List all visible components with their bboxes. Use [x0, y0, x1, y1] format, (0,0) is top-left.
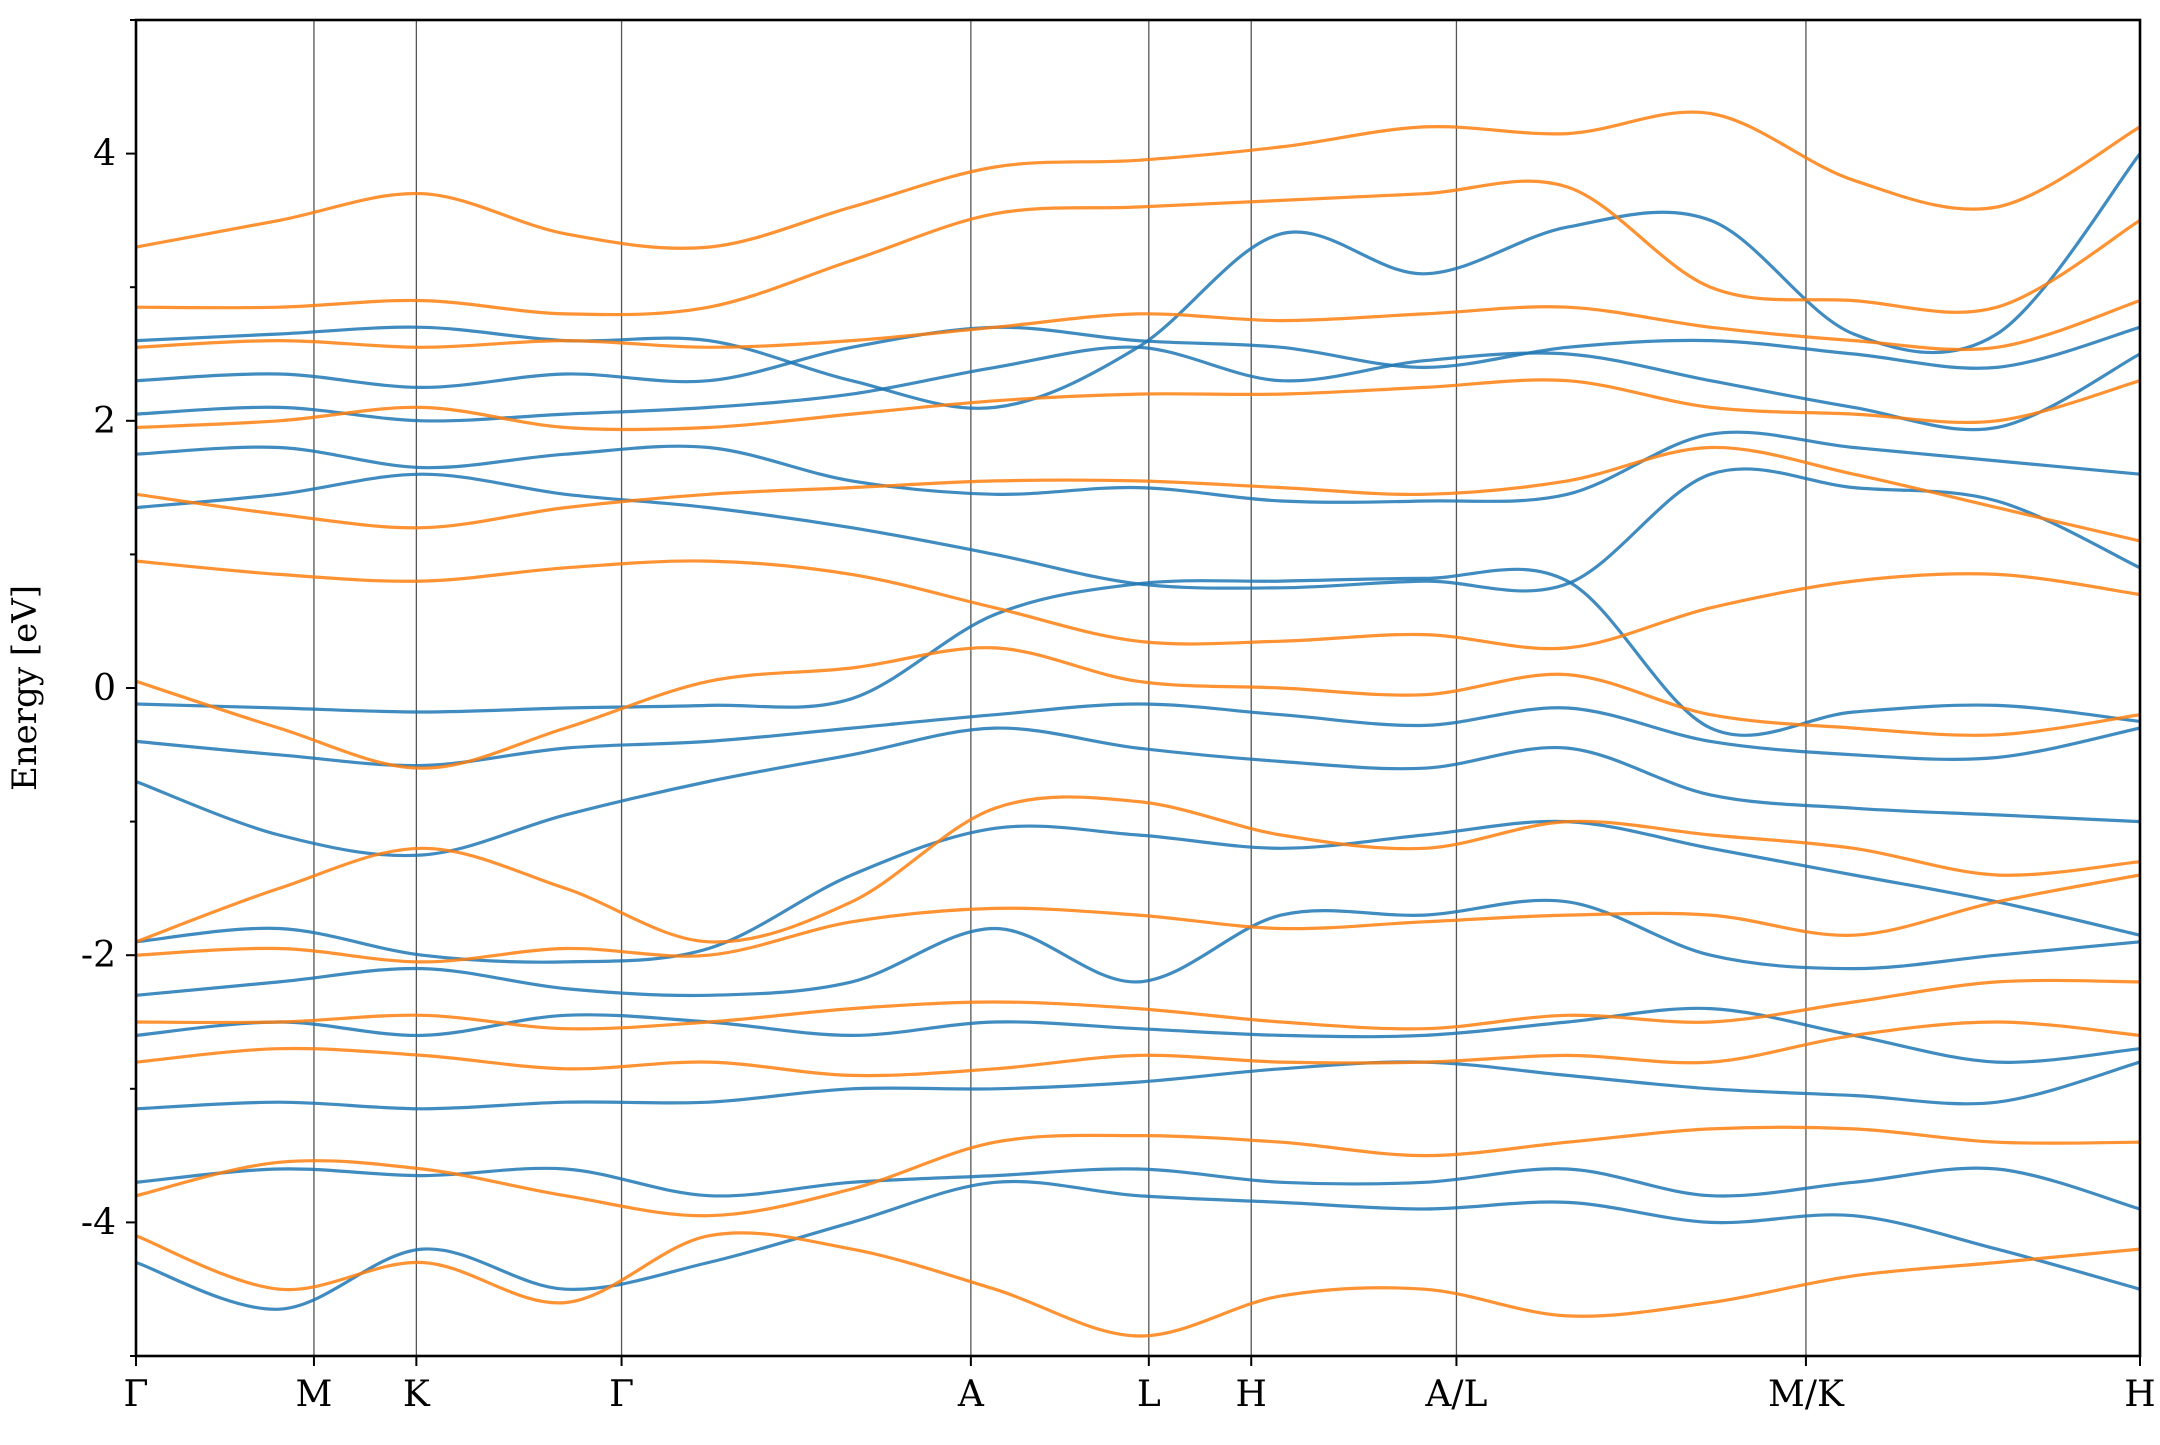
x-tick-label: M — [296, 1374, 333, 1415]
band-line-spin-b — [136, 378, 2140, 432]
band-line-spin-b — [136, 795, 2140, 944]
band-line-spin-b — [136, 873, 2140, 964]
y-ticks: -4 -2 0 2 4 — [81, 19, 136, 1357]
band-line-spin-b — [136, 978, 2140, 1031]
x-tick-label: Γ — [609, 1374, 634, 1415]
band-line-spin-a — [136, 898, 2140, 998]
x-tick-label: Γ — [124, 1374, 149, 1415]
band-line-spin-a — [136, 1060, 2140, 1111]
high-symmetry-lines — [313, 20, 1807, 1356]
band-line-spin-a — [136, 430, 2140, 504]
band-line-spin-b — [136, 559, 2140, 651]
axes — [134, 18, 2142, 1358]
band-line-spin-a — [136, 467, 2140, 593]
band-line-spin-b — [136, 1231, 2140, 1338]
y-tick-label: -4 — [81, 1202, 116, 1243]
x-tick-label: K — [403, 1374, 431, 1415]
x-ticks: Γ M K Γ A L H A/L M/K H — [124, 1356, 2156, 1415]
x-tick-label: A — [957, 1374, 985, 1415]
y-tick-label: 2 — [93, 401, 116, 442]
y-tick-label: 4 — [93, 134, 116, 175]
band-line-spin-a — [136, 567, 2140, 737]
y-tick-label: 0 — [93, 668, 116, 709]
x-tick-label: M/K — [1768, 1374, 1845, 1415]
x-tick-label: L — [1137, 1374, 1161, 1415]
band-line-spin-b — [136, 1125, 2140, 1218]
x-tick-label: H — [1236, 1374, 1267, 1415]
band-line-spin-b — [136, 179, 2140, 317]
band-line-spin-a — [136, 819, 2140, 964]
band-line-spin-a — [136, 1179, 2140, 1311]
band-lines — [136, 110, 2140, 1338]
band-line-spin-a — [136, 345, 2140, 432]
band-line-spin-a — [136, 1006, 2140, 1064]
x-tick-label: H — [2124, 1374, 2155, 1415]
band-line-spin-a — [136, 325, 2140, 390]
band-line-spin-b — [136, 1020, 2140, 1078]
x-tick-label: A/L — [1424, 1374, 1487, 1415]
band-line-spin-b — [136, 299, 2140, 352]
y-tick-label: -2 — [81, 935, 116, 976]
band-line-spin-a — [136, 152, 2140, 410]
y-axis-label: Energy [eV] — [5, 585, 45, 791]
band-line-spin-b — [136, 646, 2140, 770]
band-line-spin-a — [136, 726, 2140, 858]
band-line-spin-a — [136, 1166, 2140, 1211]
band-line-spin-b — [136, 110, 2140, 250]
band-line-spin-b — [136, 445, 2140, 543]
plot-frame — [134, 18, 2142, 1358]
